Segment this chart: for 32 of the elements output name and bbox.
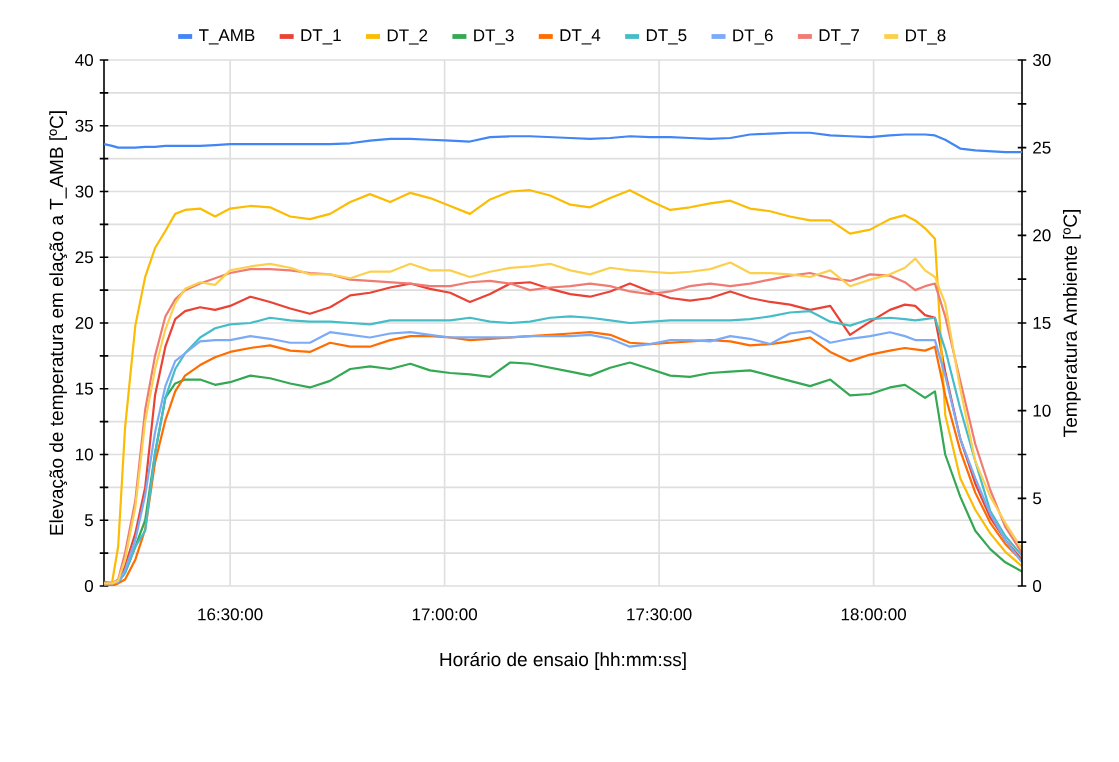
legend-label: DT_8 bbox=[906, 29, 946, 45]
y2-tick-label: 10 bbox=[1033, 404, 1051, 417]
x-axis-title: Horário de ensaio [hh:mm:ss] bbox=[440, 652, 686, 671]
y-axis-title: Elevação de temperatura em elação a T_AMB [ºC] bbox=[49, 111, 68, 535]
x-tick-label: 17:30:00 bbox=[627, 608, 692, 621]
y2-tick-label: 20 bbox=[1033, 229, 1051, 242]
y-tick-label: 35 bbox=[75, 119, 93, 132]
legend-label: DT_6 bbox=[733, 29, 773, 45]
x-tick-label: 18:00:00 bbox=[841, 608, 906, 621]
legend-label: DT_2 bbox=[387, 29, 428, 45]
y-tick-label: 30 bbox=[75, 185, 93, 198]
y2-axis-title: Temperatura Ambiente [ºC] bbox=[1062, 210, 1081, 437]
y2-tick-label: 15 bbox=[1033, 317, 1051, 329]
y2-tick-label: 30 bbox=[1033, 53, 1051, 67]
y-tick-label: 15 bbox=[76, 382, 93, 395]
y-tick-label: 25 bbox=[75, 251, 93, 264]
y2-tick-label: 25 bbox=[1033, 141, 1051, 154]
legend-label: DT_5 bbox=[646, 29, 687, 45]
legend-label: DT_7 bbox=[819, 29, 859, 45]
legend-label: DT_4 bbox=[560, 29, 601, 45]
y-tick-label: 20 bbox=[75, 317, 93, 330]
y-tick-label: 40 bbox=[75, 54, 93, 67]
x-tick-label: 17:00:00 bbox=[412, 608, 478, 621]
y-tick-label: 5 bbox=[84, 514, 93, 527]
x-tick-label: 16:30:00 bbox=[198, 608, 263, 621]
y2-tick-label: 0 bbox=[1033, 579, 1042, 593]
legend-label: T_AMB bbox=[198, 29, 255, 45]
y2-tick-label: 5 bbox=[1033, 492, 1042, 505]
legend-label: DT_1 bbox=[301, 29, 341, 45]
y-tick-label: 0 bbox=[84, 580, 93, 593]
y-tick-label: 10 bbox=[76, 448, 93, 461]
legend-label: DT_3 bbox=[474, 29, 514, 45]
